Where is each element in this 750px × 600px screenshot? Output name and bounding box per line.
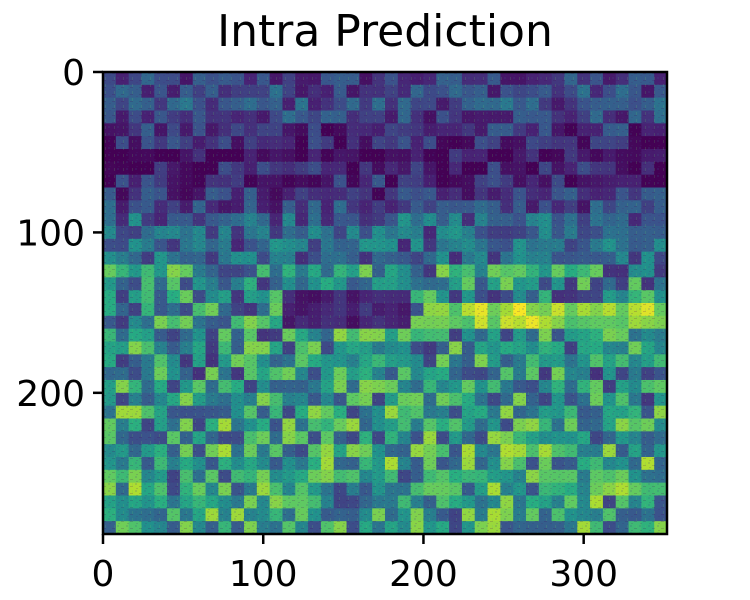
y-tick-label: 0 <box>62 53 85 94</box>
plot-area <box>103 72 667 534</box>
x-tick-label: 0 <box>92 554 115 595</box>
y-tick-label: 200 <box>16 374 85 415</box>
x-tick-label: 100 <box>229 554 298 595</box>
plot-frame <box>101 70 669 536</box>
x-axis: 0 100 200 300 <box>92 534 618 595</box>
chart-title: Intra Prediction <box>217 6 553 57</box>
x-tick-label: 300 <box>549 554 618 595</box>
x-tick-label: 200 <box>389 554 458 595</box>
y-axis: 0 100 200 <box>16 53 103 415</box>
y-tick-label: 100 <box>16 213 85 254</box>
heatmap-texture <box>103 72 667 534</box>
